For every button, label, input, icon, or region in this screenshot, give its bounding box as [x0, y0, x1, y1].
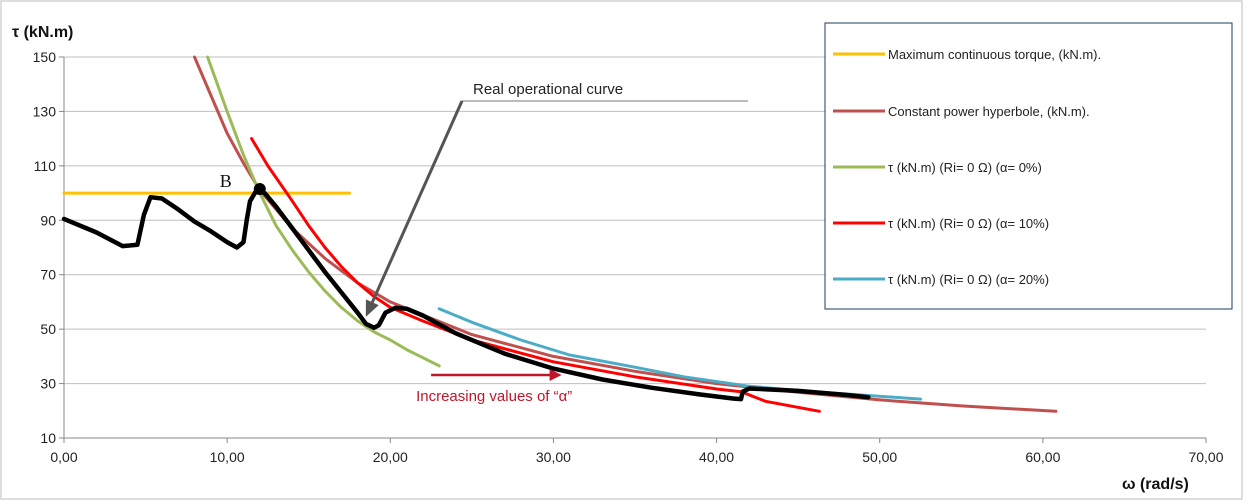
y-tick-label: 30 — [40, 376, 56, 392]
legend-box — [824, 22, 1233, 310]
point-b-label: B — [220, 171, 232, 191]
real-curve-annotation-arrow — [369, 100, 464, 307]
x-tick-label: 20,00 — [373, 449, 408, 465]
series-line-3 — [250, 137, 821, 413]
x-tick-label: 30,00 — [536, 449, 571, 465]
axes — [63, 57, 1206, 439]
x-tick-label: 40,00 — [699, 449, 734, 465]
legend-label-2: τ (kN.m) (Ri= 0 Ω) (α= 0%) — [888, 160, 1042, 175]
legend-label-1: Constant power hyperbole, (kN.m). — [888, 104, 1090, 119]
x-tick-label: 50,00 — [862, 449, 897, 465]
real-curve-annotation-text: Real operational curve — [473, 81, 623, 98]
series-line-5 — [61, 188, 871, 402]
y-tick-label: 150 — [33, 49, 57, 65]
alpha-annotation-text: Increasing values of “α” — [416, 388, 572, 405]
y-tick-label: 10 — [40, 430, 56, 446]
real-curve-annotation: Real operational curve — [365, 81, 748, 317]
y-tick-label: 50 — [40, 321, 56, 337]
point-b-marker — [253, 182, 266, 195]
x-tick-label: 70,00 — [1188, 449, 1223, 465]
x-tick-labels: 0,00 10,00 20,00 30,00 40,00 50,00 60,00 70,00 — [50, 449, 1223, 465]
legend-label-0: Maximum continuous torque, (kN.m). — [888, 47, 1101, 62]
series-lines — [61, 55, 1058, 413]
x-tick-label: 10,00 — [210, 449, 245, 465]
x-tick-label: 0,00 — [50, 449, 77, 465]
alpha-annotation: Increasing values of “α” — [416, 368, 572, 405]
y-tick-label: 130 — [33, 103, 57, 119]
real-curve-annotation-arrowhead — [365, 299, 379, 317]
y-tick-label: 90 — [40, 212, 56, 228]
x-tick-label: 60,00 — [1025, 449, 1060, 465]
legend-label-3: τ (kN.m) (Ri= 0 Ω) (α= 10%) — [888, 216, 1049, 231]
alpha-annotation-arrowhead — [549, 368, 562, 381]
y-axis-title: τ (kN.m) — [12, 24, 73, 41]
legend-label-4: τ (kN.m) (Ri= 0 Ω) (α= 20%) — [888, 272, 1049, 287]
x-axis-title: ω (rad/s) — [1122, 476, 1189, 493]
legend: Maximum continuous torque, (kN.m). Consta… — [824, 22, 1233, 310]
y-tick-label: 70 — [40, 267, 56, 283]
y-tick-label: 110 — [34, 158, 57, 174]
y-tick-labels: 10 30 50 70 90 110 130 150 — [33, 49, 57, 446]
series-line-2 — [206, 55, 441, 368]
